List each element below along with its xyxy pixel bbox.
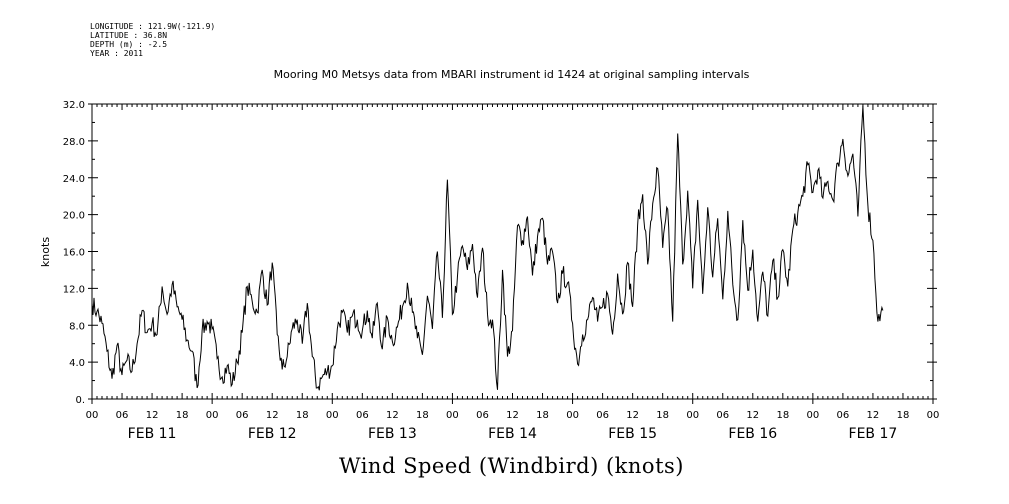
x-hour-label: 12 <box>867 410 880 421</box>
x-hour-label: 12 <box>506 410 519 421</box>
depth-label: DEPTH (m) : -2.5 <box>90 40 168 49</box>
x-hour-label: 12 <box>266 410 279 421</box>
x-hour-label: 00 <box>686 410 699 421</box>
latitude-label: LATITUDE : 36.8N <box>90 31 168 40</box>
x-tick-labels: 00 06 12 18 00 06 12 18 00 06 12 18 00 06 12 18 00 06 12 18… <box>86 410 940 442</box>
x-day-label: FEB 13 <box>368 426 417 442</box>
y-tick-labels: 0. 4.0 8.0 12.0 16.0 20.0 24.0 28.0 32.0 <box>63 100 85 406</box>
y-tick-label: 16.0 <box>63 248 85 259</box>
x-hour-label: 12 <box>746 410 759 421</box>
x-day-label: FEB 12 <box>248 426 297 442</box>
x-hour-label: 18 <box>656 410 669 421</box>
x-hour-label: 06 <box>837 410 850 421</box>
x-day-label: FEB 15 <box>608 426 657 442</box>
y-tick-label: 12.0 <box>63 284 85 295</box>
x-hour-label: 18 <box>416 410 429 421</box>
x-hour-label: 00 <box>86 410 99 421</box>
x-hour-label: 06 <box>116 410 129 421</box>
y-tick-label: 20.0 <box>63 211 85 222</box>
x-hour-label: 12 <box>386 410 399 421</box>
x-hour-label: 06 <box>236 410 249 421</box>
y-tick-label: 0. <box>75 395 85 406</box>
y-axis-label: knots <box>39 237 52 267</box>
y-tick-label: 28.0 <box>63 137 85 148</box>
axis-ticks <box>88 103 937 404</box>
x-hour-label: 18 <box>776 410 789 421</box>
x-hour-label: 18 <box>897 410 910 421</box>
x-day-label: FEB 14 <box>488 426 537 442</box>
x-hour-label: 00 <box>927 410 940 421</box>
x-hour-label: 00 <box>206 410 219 421</box>
x-hour-label: 18 <box>296 410 309 421</box>
y-tick-label: 24.0 <box>63 174 85 185</box>
x-hour-label: 06 <box>716 410 729 421</box>
x-hour-label: 06 <box>356 410 369 421</box>
x-day-label: FEB 11 <box>128 426 177 442</box>
x-hour-label: 00 <box>326 410 339 421</box>
plot-area <box>91 103 934 400</box>
x-hour-label: 06 <box>476 410 489 421</box>
x-day-label: FEB 17 <box>849 426 898 442</box>
x-hour-label: 18 <box>536 410 549 421</box>
year-label: YEAR : 2011 <box>90 49 143 58</box>
y-tick-label: 8.0 <box>69 321 85 332</box>
y-tick-label: 32.0 <box>63 100 85 111</box>
longitude-label: LONGITUDE : 121.9W(-121.9) <box>90 22 216 31</box>
wind-speed-series-line <box>91 105 884 391</box>
chart-title: Mooring M0 Metsys data from MBARI instru… <box>273 68 750 81</box>
x-hour-label: 12 <box>146 410 159 421</box>
y-tick-label: 4.0 <box>69 358 85 369</box>
wind-speed-title: Wind Speed (Windbird) (knots) <box>339 454 684 478</box>
x-hour-label: 00 <box>806 410 819 421</box>
x-hour-label: 00 <box>566 410 579 421</box>
x-day-label: FEB 16 <box>728 426 777 442</box>
x-hour-label: 06 <box>596 410 609 421</box>
x-hour-label: 12 <box>626 410 639 421</box>
x-hour-label: 00 <box>446 410 459 421</box>
x-hour-label: 18 <box>176 410 189 421</box>
